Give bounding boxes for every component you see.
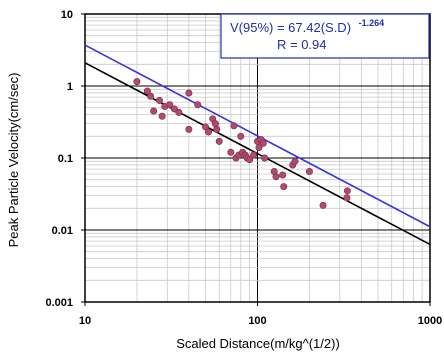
data-point — [215, 137, 223, 145]
annotation-line-1: V(95%) = 67.42(S.D) -1.264 — [230, 18, 384, 35]
x-tick-label: 1000 — [418, 315, 442, 327]
y-tick-label: 1 — [67, 81, 73, 93]
regression-lines — [84, 44, 431, 246]
data-point — [213, 125, 221, 133]
data-point — [230, 122, 238, 130]
x-tick-label: 10 — [79, 315, 91, 327]
data-point — [150, 107, 158, 115]
data-point — [166, 101, 174, 109]
data-point — [185, 89, 193, 97]
regression-fit-line — [84, 62, 431, 246]
data-point — [246, 156, 254, 164]
upper-95-percent-line — [84, 44, 431, 228]
data-point — [319, 201, 327, 209]
x-axis-title: Scaled Distance(m/kg^(1/2)) — [176, 336, 340, 351]
data-point — [147, 92, 155, 100]
data-point — [175, 108, 183, 116]
data-point — [227, 148, 235, 156]
data-point — [259, 139, 267, 147]
data-point — [255, 143, 263, 151]
data-point — [280, 183, 288, 191]
data-points — [133, 78, 351, 209]
data-point — [211, 120, 219, 128]
annotation-line-1-prefix: V(95%) = 67.42(S.D) — [230, 20, 351, 35]
data-point — [158, 112, 166, 120]
data-point — [250, 151, 258, 159]
data-point — [261, 154, 269, 162]
data-point — [343, 194, 351, 202]
y-tick-label: 0.001 — [45, 297, 73, 309]
y-tick-label: 10 — [61, 9, 73, 21]
data-point — [343, 187, 351, 195]
y-axis-title: Peak Particle Velocity(cm/sec) — [6, 73, 21, 248]
x-tick-label: 100 — [248, 315, 266, 327]
data-point — [185, 125, 193, 133]
data-point — [305, 167, 313, 175]
y-tick-label: 0.01 — [52, 225, 73, 237]
data-point — [205, 128, 213, 136]
axis-ticks — [81, 13, 431, 306]
equation-annotation-box: V(95%) = 67.42(S.D) -1.264 R = 0.94 — [220, 13, 430, 59]
x-tick-labels: 10 100 1000 — [79, 315, 442, 327]
annotation-box-frame — [220, 13, 430, 59]
data-point — [194, 101, 202, 109]
data-point — [279, 171, 287, 179]
data-point — [143, 87, 151, 95]
y-tick-label: 0.1 — [58, 153, 73, 165]
data-point — [155, 96, 163, 104]
data-point — [133, 78, 141, 86]
annotation-line-1-exponent: -1.264 — [359, 18, 385, 28]
y-tick-labels: 0.001 0.01 0.1 1 10 — [45, 9, 73, 309]
annotation-line-2: R = 0.94 — [277, 37, 327, 52]
data-point — [237, 132, 245, 140]
data-point — [272, 173, 280, 181]
data-point — [291, 157, 299, 165]
